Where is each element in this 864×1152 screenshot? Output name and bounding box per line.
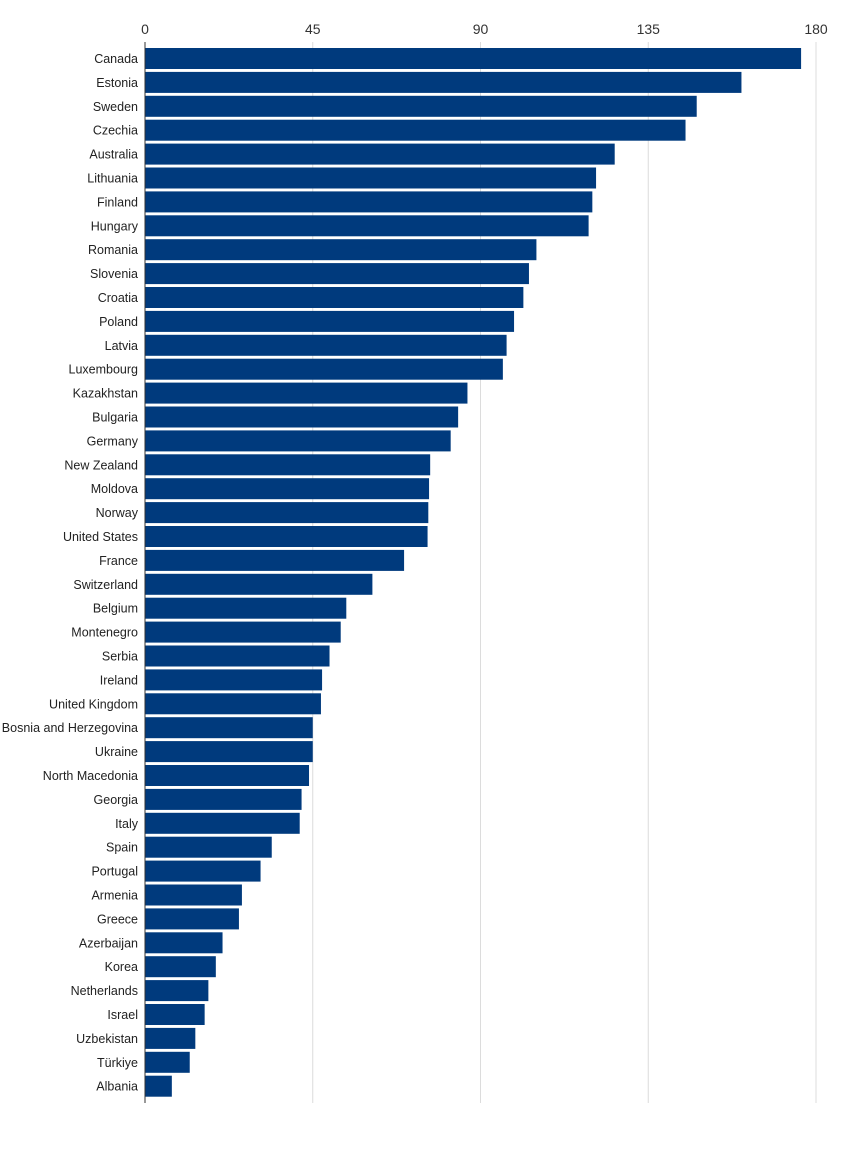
category-label: Montenegro <box>71 626 138 640</box>
x-tick-label: 180 <box>804 21 828 37</box>
category-label: Moldova <box>91 482 138 496</box>
bar <box>145 741 313 763</box>
bar <box>145 406 459 428</box>
bar <box>145 788 302 810</box>
bar <box>145 287 524 308</box>
bar <box>145 382 468 404</box>
bar <box>145 1004 205 1025</box>
bar <box>145 71 742 93</box>
category-label: Ukraine <box>95 745 138 759</box>
bar <box>145 836 272 858</box>
bar <box>145 621 341 643</box>
bar <box>145 310 515 332</box>
category-label: Albania <box>96 1080 138 1094</box>
bar <box>145 454 431 476</box>
category-label: Germany <box>87 434 139 448</box>
category-label: Korea <box>105 960 138 974</box>
x-tick-label: 45 <box>305 21 321 37</box>
bar <box>145 239 537 261</box>
category-label: Kazakhstan <box>73 387 138 401</box>
bar <box>145 119 686 141</box>
category-label: Estonia <box>96 76 138 90</box>
bar <box>145 1051 190 1073</box>
bar <box>145 167 597 189</box>
category-label: Georgia <box>94 793 139 807</box>
category-label: Czechia <box>93 124 138 138</box>
category-label: New Zealand <box>64 458 138 472</box>
bar <box>145 191 593 213</box>
bar <box>145 765 310 786</box>
bar <box>145 932 223 954</box>
category-label: Latvia <box>105 339 138 353</box>
category-label: France <box>99 554 138 568</box>
x-tick-label: 0 <box>141 21 149 37</box>
bar <box>145 334 507 356</box>
bar <box>145 478 430 500</box>
bar <box>145 884 242 906</box>
bar <box>145 956 216 978</box>
category-label: Lithuania <box>87 172 138 186</box>
category-label: Spain <box>106 841 138 855</box>
category-label: Netherlands <box>71 984 138 998</box>
category-label: Azerbaijan <box>79 936 138 950</box>
category-label: Greece <box>97 912 138 926</box>
bar <box>145 812 300 834</box>
category-label: United States <box>63 530 138 544</box>
bar <box>145 358 503 380</box>
bar <box>145 860 261 882</box>
category-label: Sweden <box>93 100 138 114</box>
x-tick-label: 135 <box>637 21 661 37</box>
category-label: Norway <box>96 506 139 520</box>
category-label: Switzerland <box>73 578 138 592</box>
category-label: Italy <box>115 817 139 831</box>
category-label: Armenia <box>91 889 138 903</box>
category-label: Türkiye <box>97 1056 138 1070</box>
bar <box>145 573 373 595</box>
category-label: Uzbekistan <box>76 1032 138 1046</box>
bar <box>145 526 428 547</box>
category-label: Belgium <box>93 602 138 616</box>
bar <box>145 143 615 165</box>
bar <box>145 717 313 739</box>
category-label: Finland <box>97 195 138 209</box>
category-label: Israel <box>107 1008 138 1022</box>
bar <box>145 549 405 571</box>
category-label: Ireland <box>100 673 138 687</box>
bar <box>145 263 529 285</box>
bar <box>145 502 429 524</box>
bar <box>145 645 330 667</box>
bar <box>145 215 589 237</box>
category-label: Australia <box>89 148 138 162</box>
bar <box>145 908 239 930</box>
bar <box>145 669 323 691</box>
bar <box>145 430 451 452</box>
category-label: Portugal <box>91 865 138 879</box>
x-tick-label: 90 <box>473 21 489 37</box>
bars <box>145 48 802 1097</box>
category-label: Serbia <box>102 650 138 664</box>
category-label: United Kingdom <box>49 697 138 711</box>
category-label: Canada <box>94 52 138 66</box>
bar <box>145 693 321 715</box>
bar <box>145 597 347 619</box>
bar <box>145 48 802 69</box>
x-axis-ticks: 0 45 90 135 180 <box>141 21 828 37</box>
bar <box>145 95 697 117</box>
category-label: Poland <box>99 315 138 329</box>
category-labels: Canada Estonia Sweden Czechia Australia Lithu… <box>2 52 139 1094</box>
category-label: Hungary <box>91 219 139 233</box>
category-label: Slovenia <box>90 267 138 281</box>
bar <box>145 980 209 1002</box>
category-label: Luxembourg <box>69 363 139 377</box>
category-label: Bosnia and Herzegovina <box>2 721 138 735</box>
bar <box>145 1027 196 1049</box>
bar <box>145 1075 172 1097</box>
category-label: North Macedonia <box>43 769 138 783</box>
category-label: Bulgaria <box>92 411 138 425</box>
category-label: Romania <box>88 243 138 257</box>
category-label: Croatia <box>98 291 138 305</box>
